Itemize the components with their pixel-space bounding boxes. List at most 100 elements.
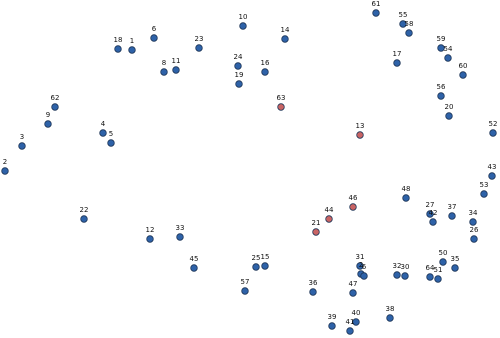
node-label: 36 — [309, 279, 318, 287]
node — [434, 275, 442, 283]
node — [437, 44, 445, 52]
node-label: 31 — [356, 253, 365, 261]
node-label: 41 — [346, 318, 355, 326]
node-label: 30 — [401, 263, 410, 271]
node-label: 4 — [101, 120, 106, 128]
node-label: 53 — [480, 181, 489, 189]
node — [18, 142, 26, 150]
node — [195, 44, 203, 52]
node — [480, 190, 488, 198]
node-label: 48 — [402, 185, 411, 193]
node-label: 26 — [470, 226, 479, 234]
node-label: 8 — [162, 59, 166, 67]
node-label: 60 — [459, 62, 468, 70]
node-label: 12 — [146, 226, 155, 234]
node — [349, 289, 357, 297]
node-label: 59 — [437, 35, 446, 43]
node-label: 32 — [393, 262, 402, 270]
node — [312, 228, 320, 236]
node — [393, 59, 401, 67]
node-label: 50 — [439, 249, 448, 257]
node-label: 6 — [362, 263, 367, 271]
node-label: 47 — [349, 280, 358, 288]
node — [107, 139, 115, 147]
node-label: 21 — [312, 219, 321, 227]
node-label: 62 — [51, 94, 60, 102]
node — [252, 263, 260, 271]
node — [150, 34, 158, 42]
node — [448, 212, 456, 220]
node — [241, 287, 249, 295]
node-label: 61 — [372, 0, 381, 8]
node — [277, 103, 285, 111]
node-label: 63 — [277, 94, 286, 102]
node — [372, 9, 380, 17]
node-label: 2 — [3, 158, 7, 166]
node-label: 35 — [451, 255, 460, 263]
node — [426, 210, 434, 218]
node — [346, 327, 354, 335]
node — [401, 272, 409, 280]
node-label: 19 — [235, 71, 244, 79]
node-label: 33 — [176, 224, 185, 232]
node — [309, 288, 317, 296]
node-label: 64 — [426, 264, 435, 272]
node-label: 37 — [448, 203, 457, 211]
node-label: 11 — [172, 57, 181, 65]
node-label: 24 — [234, 53, 243, 61]
node-label: 57 — [241, 278, 250, 286]
node-label: 6 — [152, 25, 157, 33]
node-label: 17 — [393, 50, 402, 58]
node — [426, 273, 434, 281]
node — [51, 103, 59, 111]
node — [234, 62, 242, 70]
node-label: 45 — [190, 255, 199, 263]
node — [402, 194, 410, 202]
node — [160, 68, 168, 76]
node-label: 10 — [239, 13, 248, 21]
node — [328, 322, 336, 330]
node — [469, 218, 477, 226]
node-label: 58 — [405, 20, 414, 28]
node-label: 44 — [325, 206, 334, 214]
node — [360, 272, 368, 280]
node — [356, 262, 364, 270]
node — [489, 129, 497, 137]
node-label: 25 — [252, 254, 261, 262]
node-label: 56 — [437, 83, 446, 91]
node-label: 2 — [359, 261, 363, 269]
node-label: 55 — [399, 11, 408, 19]
node — [114, 45, 122, 53]
node — [470, 235, 478, 243]
node — [325, 215, 333, 223]
node-label: 15 — [261, 253, 270, 261]
node — [393, 271, 401, 279]
node — [444, 54, 452, 62]
node — [405, 29, 413, 37]
node-label: 27 — [426, 201, 435, 209]
node — [172, 66, 180, 74]
node-label: 1 — [130, 37, 134, 45]
node — [99, 129, 107, 137]
node-label: 52 — [489, 120, 498, 128]
node — [459, 71, 467, 79]
node-label: 14 — [281, 26, 290, 34]
node — [445, 112, 453, 120]
node-label: 38 — [386, 305, 395, 313]
node-label: 13 — [356, 122, 365, 130]
node-label: 16 — [261, 59, 270, 67]
node — [488, 172, 496, 180]
node — [261, 262, 269, 270]
node-label: 23 — [195, 35, 204, 43]
node-label: 9 — [46, 111, 50, 119]
node — [261, 68, 269, 76]
node — [128, 46, 136, 54]
node — [190, 264, 198, 272]
node — [146, 235, 154, 243]
node-label: 34 — [469, 209, 478, 217]
node — [176, 233, 184, 241]
node — [386, 314, 394, 322]
node — [281, 35, 289, 43]
node-label: 5 — [109, 130, 113, 138]
node — [437, 92, 445, 100]
